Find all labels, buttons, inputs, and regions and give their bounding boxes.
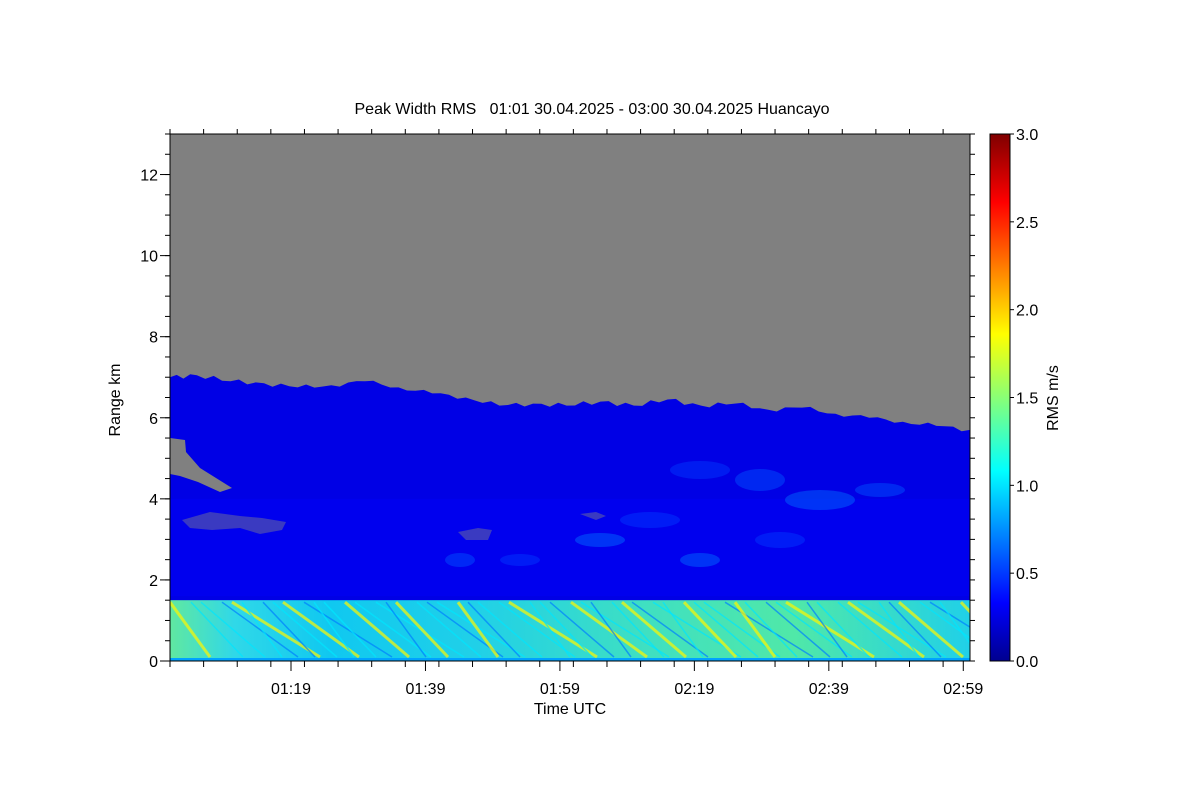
- y-axis-label: Range km: [107, 364, 124, 437]
- streak: [888, 601, 942, 658]
- streak: [631, 601, 709, 658]
- streak: [190, 601, 244, 658]
- colorbar: [989, 133, 1011, 662]
- streak: [765, 601, 831, 658]
- streak: [621, 601, 687, 659]
- colorbar-tick-label: 2.0: [1016, 303, 1038, 320]
- turbulence-patch: [755, 532, 805, 548]
- colorbar-label: RMS m/s: [1045, 365, 1062, 431]
- x-axis-label: Time UTC: [534, 701, 606, 718]
- surface-band: [170, 658, 970, 661]
- y-tick-label: 8: [149, 330, 158, 347]
- turbulence-features: [170, 461, 970, 597]
- colorbar-ticks: 0.0 0.5 1.0 1.5 2.0 2.5 3.0: [1010, 127, 1038, 671]
- turbulence-patch: [445, 553, 475, 567]
- streak: [498, 601, 576, 658]
- colorbar-tick-label: 2.5: [1016, 215, 1038, 232]
- colorbar-tick-label: 1.5: [1016, 391, 1038, 408]
- streak: [354, 601, 432, 658]
- streak: [344, 601, 410, 659]
- colorbar-tick-label: 1.0: [1016, 478, 1038, 495]
- turbulence-patch: [735, 469, 785, 491]
- streak: [272, 601, 338, 658]
- streak: [570, 600, 648, 659]
- streak: [898, 601, 964, 659]
- x-tick-label: 01:59: [540, 681, 580, 698]
- streak: [662, 601, 704, 658]
- streak: [837, 601, 903, 658]
- streak: [200, 601, 266, 658]
- y-tick-label: 2: [149, 573, 158, 590]
- streak: [221, 601, 299, 658]
- y-tick-label: 6: [149, 411, 158, 428]
- streak: [590, 601, 632, 658]
- streak: [878, 601, 920, 658]
- streak: [724, 601, 814, 658]
- no-data-gap: [170, 438, 232, 492]
- streak: [682, 601, 738, 659]
- streak: [456, 601, 500, 658]
- streak: [1002, 602, 1090, 657]
- streak: [806, 601, 848, 658]
- streak: [919, 601, 970, 640]
- streak: [262, 601, 316, 658]
- boundary-layer-streaks: [170, 600, 1090, 661]
- streak: [170, 601, 212, 658]
- streak: [539, 601, 593, 658]
- turbulence-patch: [620, 512, 680, 528]
- streak: [775, 601, 853, 658]
- streak: [529, 601, 571, 658]
- streak: [282, 600, 360, 659]
- turbulence-patch: [500, 554, 540, 566]
- y-axis: 0 2 4 6 8 10 12: [140, 133, 975, 671]
- streak: [939, 601, 970, 645]
- y-tick-label: 4: [149, 492, 158, 509]
- streak: [611, 601, 665, 658]
- streak: [416, 601, 482, 658]
- streak: [744, 601, 798, 658]
- y-tick-label: 0: [149, 654, 158, 671]
- turbulence-patch: [855, 483, 905, 497]
- turbulence-patch: [575, 533, 625, 547]
- x-tick-label: 02:39: [809, 681, 849, 698]
- streak: [477, 601, 543, 658]
- streak: [241, 601, 283, 658]
- streak: [303, 601, 393, 658]
- streak: [313, 601, 355, 658]
- x-tick-label: 01:39: [405, 681, 445, 698]
- y-tick-label: 12: [140, 168, 158, 185]
- turbulence-patch: [785, 490, 855, 510]
- colorbar-tick-label: 3.0: [1016, 127, 1038, 144]
- colorbar-tick-label: 0.5: [1016, 566, 1038, 583]
- x-tick-label: 02:59: [943, 681, 983, 698]
- turbulence-patch: [670, 461, 730, 479]
- colorbar-tick-label: 0.0: [1016, 654, 1038, 671]
- streak: [929, 601, 970, 628]
- streak: [385, 601, 427, 658]
- turbulence-patch: [680, 553, 720, 567]
- y-tick-label: 10: [140, 249, 158, 266]
- plot-area: [170, 134, 1090, 661]
- mid-cloud-band: [170, 498, 970, 597]
- streak: [323, 601, 377, 658]
- streak: [693, 601, 759, 658]
- x-axis: 01:19 01:39 01:59 02:19 02:39 02:59: [169, 129, 983, 698]
- streak: [733, 601, 777, 658]
- chart-title: Peak Width RMS 01:01 30.04.2025 - 03:00 …: [355, 101, 830, 118]
- x-tick-label: 01:19: [271, 681, 311, 698]
- streak: [394, 601, 450, 659]
- streak: [549, 601, 615, 658]
- streak: [467, 601, 521, 658]
- streak: [816, 601, 870, 658]
- streak: [847, 600, 925, 659]
- x-tick-label: 02:19: [674, 681, 714, 698]
